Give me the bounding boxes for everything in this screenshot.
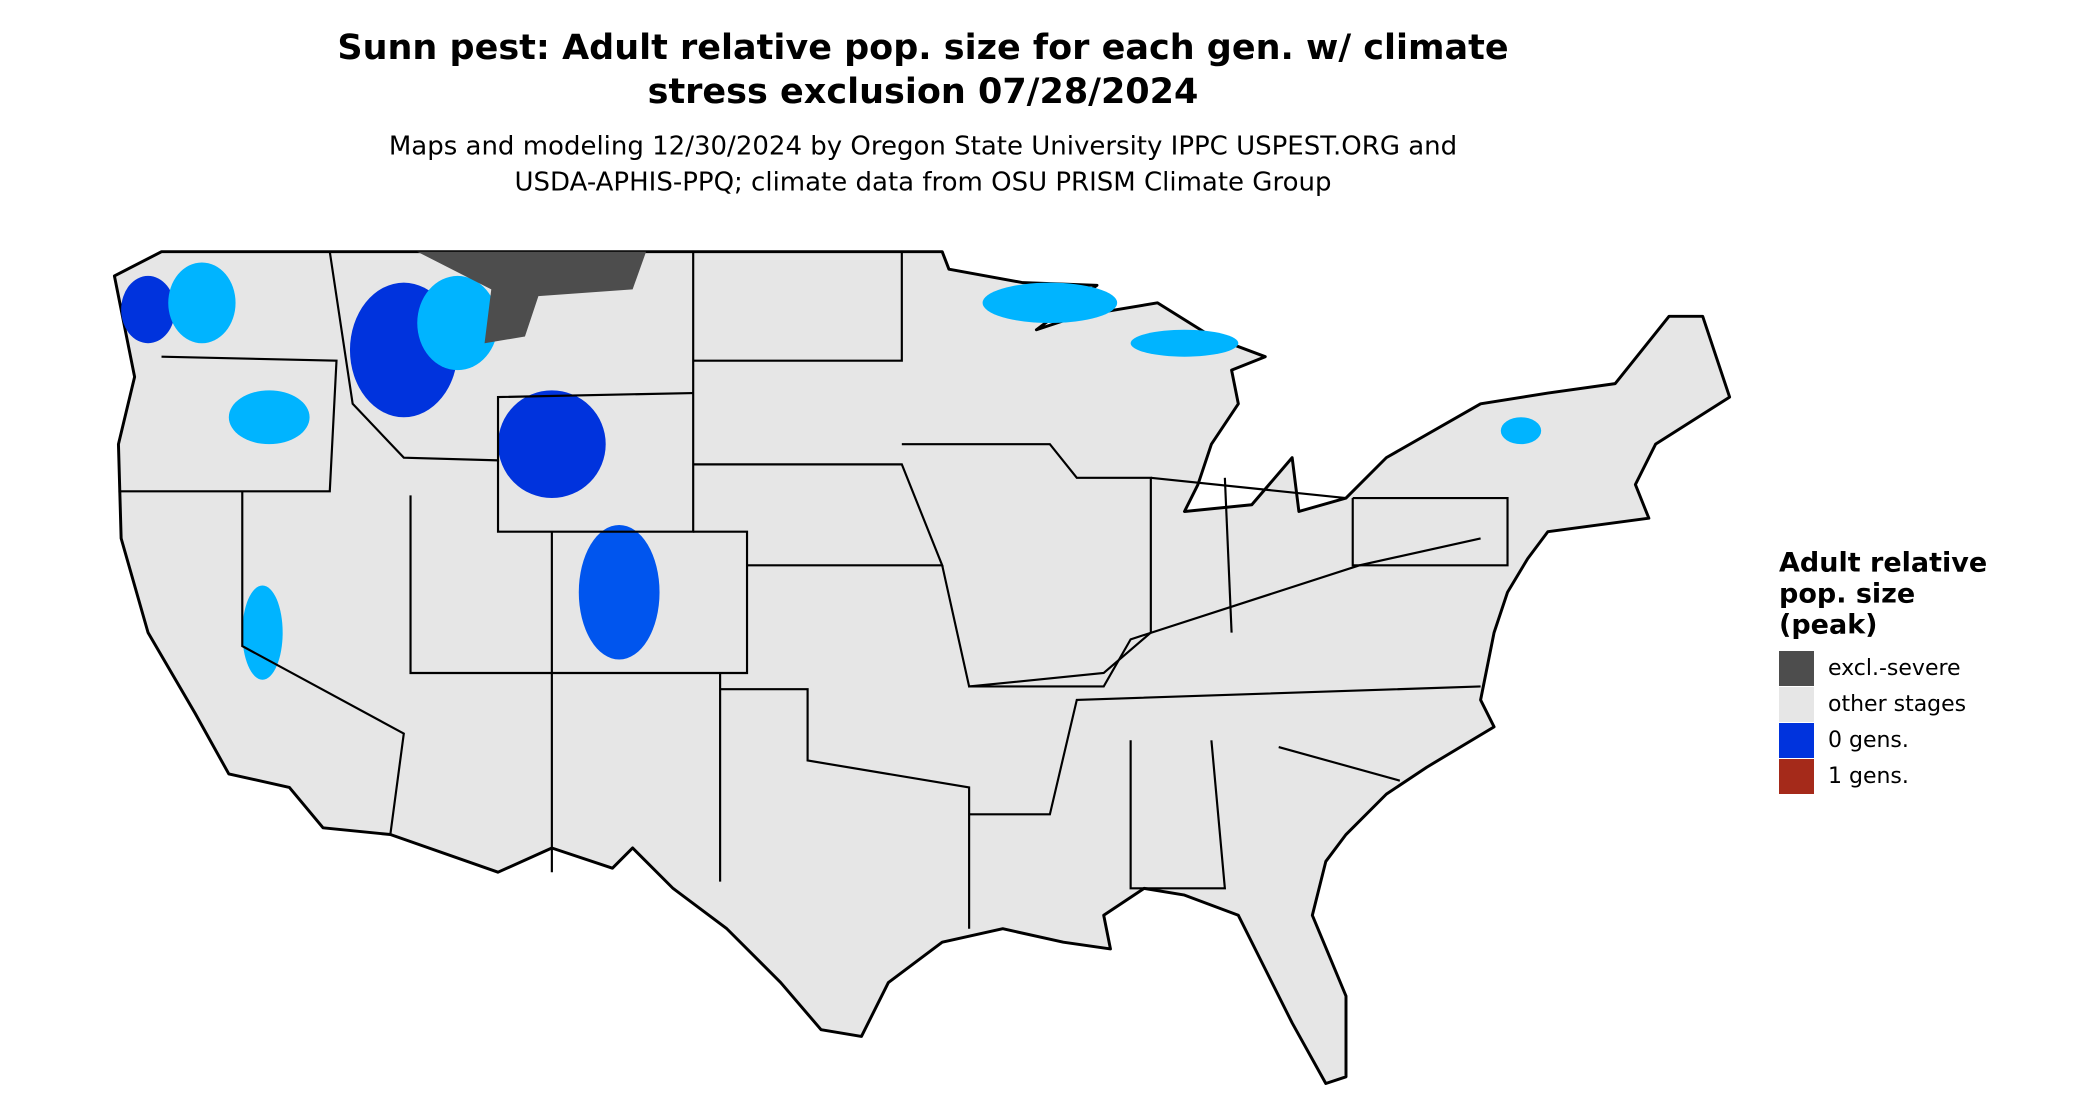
legend-label: 0 gens. (1828, 728, 1909, 753)
state-borders (118, 251, 1509, 929)
legend-swatch (1779, 723, 1814, 758)
title-line: Sunn pest: Adult relative pop. size for … (337, 28, 1508, 68)
legend-title: Adult relative (1779, 548, 1987, 579)
excluded-area (417, 251, 647, 344)
subtitle-line: Maps and modeling 12/30/2024 by Oregon S… (389, 132, 1457, 162)
legend-title: (peak) (1779, 610, 1878, 641)
us-map (112, 250, 1732, 1086)
legend-label: excl.-severe (1828, 656, 1961, 681)
blue-areas (121, 262, 1542, 680)
legend-title: pop. size (1779, 579, 1915, 610)
title-line: stress exclusion 07/28/2024 (648, 72, 1199, 112)
legend-swatch (1779, 651, 1814, 686)
subtitle-line: USDA-APHIS-PPQ; climate data from OSU PR… (515, 168, 1332, 198)
legend-swatch (1779, 687, 1814, 722)
legend-label: 1 gens. (1828, 764, 1909, 789)
legend-swatch (1779, 759, 1814, 794)
titles: Sunn pest: Adult relative pop. size for … (337, 28, 1508, 198)
legend-label: other stages (1828, 692, 1966, 717)
